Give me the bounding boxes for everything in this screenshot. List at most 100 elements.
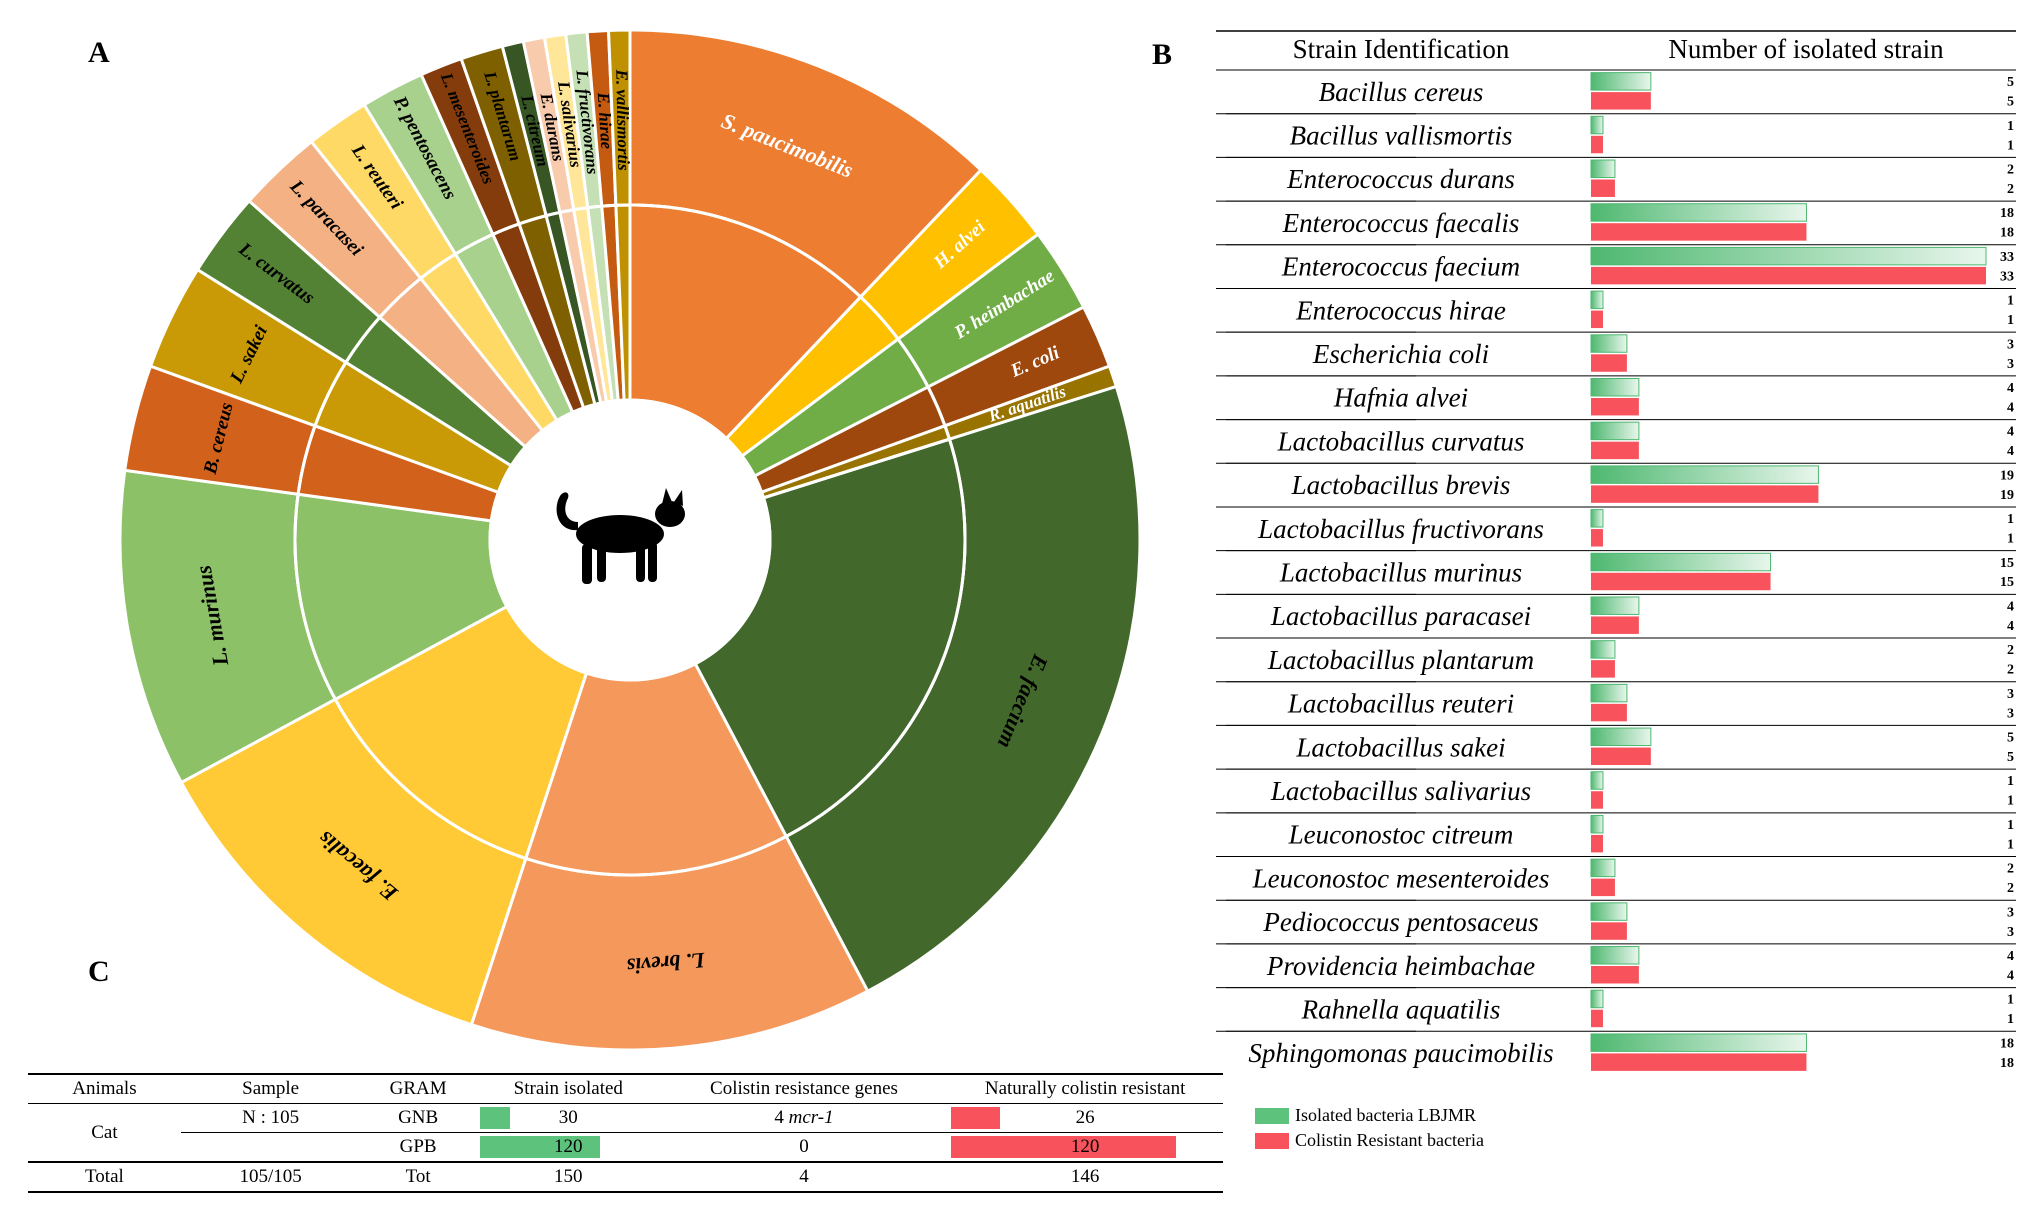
bar-isolated	[1590, 727, 1652, 747]
value-label-isolated: 4	[2007, 425, 2014, 440]
bar-isolated	[1590, 334, 1628, 353]
bar-resistant	[1591, 310, 1603, 329]
col-header: Animals	[28, 1073, 181, 1104]
resistant-cell: 26	[947, 1104, 1223, 1133]
panel-label-a: A	[88, 36, 110, 69]
bar-resistant	[1591, 266, 1986, 285]
category-label: Enterococcus hirae	[1295, 295, 1506, 325]
legend: Isolated bacteria LBJMR Colistin Resista…	[1255, 1105, 1484, 1155]
total-genes: 4	[660, 1161, 948, 1193]
legend-swatch	[1255, 1107, 1289, 1124]
bar-resistant	[1591, 616, 1639, 634]
legend-label: Colistin Resistant bacteria	[1295, 1130, 1484, 1150]
value-label-isolated: 1	[2007, 774, 2014, 789]
panel-label-c: C	[88, 955, 110, 988]
total-sample: 105/105	[180, 1161, 361, 1193]
value-label-isolated: 15	[2000, 556, 2014, 571]
value-label-isolated: 1	[2007, 993, 2014, 1008]
bar-isolated	[1590, 72, 1652, 91]
col-header: Sample	[180, 1073, 361, 1104]
value-label-isolated: 4	[2007, 599, 2014, 614]
category-label: Lactobacillus brevis	[1291, 470, 1511, 500]
bar-resistant	[1591, 791, 1603, 809]
bar-isolated	[1590, 421, 1640, 441]
category-label: Lactobacillus reuteri	[1287, 689, 1514, 719]
value-label-isolated: 2	[2007, 862, 2014, 877]
category-label: Lactobacillus sakei	[1295, 732, 1505, 762]
value-label-resistant: 18	[2000, 226, 2014, 241]
bar-isolated	[1590, 771, 1604, 790]
bar-resistant	[1591, 485, 1819, 503]
segment-label-e-vallismortis: E. vallismortis	[612, 68, 633, 171]
value-label-resistant: 1	[2007, 837, 2014, 852]
total-strain: 150	[475, 1161, 661, 1193]
total-label: Total	[28, 1161, 181, 1193]
bar-isolated	[1590, 596, 1640, 615]
strain-bar	[479, 1107, 510, 1129]
header-number-isolated: Number of isolated strain	[1668, 34, 1944, 64]
resistant-value: 120	[1070, 1136, 1100, 1157]
value-label-isolated: 3	[2007, 905, 2014, 920]
bar-isolated	[1590, 814, 1604, 834]
value-label-isolated: 3	[2007, 687, 2014, 702]
category-label: Providencia heimbachae	[1266, 951, 1535, 981]
value-label-isolated: 1	[2007, 294, 2014, 309]
category-label: Pediococcus pentosaceus	[1262, 907, 1538, 937]
value-label-isolated: 2	[2007, 162, 2014, 177]
bar-isolated	[1590, 509, 1604, 528]
legend-item: Isolated bacteria LBJMR	[1255, 1105, 1484, 1126]
summary-table: Animals Sample GRAM Strain isolated Coli…	[28, 1073, 1223, 1193]
bar-isolated	[1590, 290, 1604, 310]
cat-icon	[490, 400, 770, 680]
value-label-resistant: 3	[2007, 925, 2014, 940]
category-label: Enterococcus durans	[1286, 164, 1515, 194]
col-header: Colistin resistance genes	[660, 1073, 948, 1104]
col-header: Strain isolated	[475, 1073, 661, 1104]
bar-resistant	[1591, 747, 1651, 766]
resistant-bar	[951, 1107, 1001, 1129]
total-row: Total 105/105 Tot 150 4 146	[28, 1161, 1223, 1193]
segment-label-e-hirae: E. hirae	[594, 91, 617, 150]
category-label: Enterococcus faecium	[1281, 252, 1520, 282]
strain-bar	[479, 1136, 600, 1158]
bar-resistant	[1591, 529, 1603, 547]
value-label-isolated: 4	[2007, 381, 2014, 396]
bar-isolated	[1590, 858, 1616, 878]
category-label: Rahnella aquatilis	[1301, 994, 1501, 1024]
bar-resistant	[1591, 223, 1807, 241]
legend-swatch	[1255, 1132, 1289, 1149]
bar-resistant	[1591, 660, 1615, 678]
bar-isolated	[1590, 159, 1616, 178]
bar-resistant	[1591, 354, 1627, 372]
value-label-resistant: 18	[2000, 1056, 2014, 1071]
bar-isolated	[1590, 377, 1640, 397]
value-label-resistant: 2	[2007, 182, 2014, 197]
genes-cell: 4 mcr-1	[661, 1104, 947, 1133]
sample-cell	[180, 1132, 361, 1162]
value-label-resistant: 5	[2007, 95, 2014, 110]
gram-cell: GNB	[398, 1107, 439, 1128]
gram-cell: GPB	[360, 1132, 476, 1162]
bar-resistant	[1591, 878, 1615, 897]
bar-resistant	[1591, 397, 1639, 416]
value-label-resistant: 3	[2007, 357, 2014, 372]
bar-resistant	[1591, 441, 1639, 460]
bar-isolated	[1590, 902, 1628, 921]
value-label-resistant: 1	[2007, 532, 2014, 547]
strain-value: 30	[558, 1107, 578, 1128]
col-header: GRAM	[360, 1073, 476, 1104]
resistant-cell: 120	[947, 1132, 1223, 1162]
genes-name: mcr-1	[788, 1107, 834, 1128]
value-label-resistant: 4	[2007, 444, 2014, 459]
strain-cell: 30	[476, 1104, 661, 1133]
value-label-isolated: 19	[2000, 468, 2014, 483]
value-label-isolated: 1	[2007, 818, 2014, 833]
value-label-resistant: 4	[2007, 968, 2014, 983]
value-label-isolated: 3	[2007, 337, 2014, 352]
value-label-isolated: 5	[2007, 731, 2014, 746]
bar-isolated	[1590, 465, 1819, 484]
bar-resistant	[1591, 135, 1603, 154]
strain-value: 120	[554, 1136, 583, 1157]
bar-resistant	[1591, 703, 1627, 722]
